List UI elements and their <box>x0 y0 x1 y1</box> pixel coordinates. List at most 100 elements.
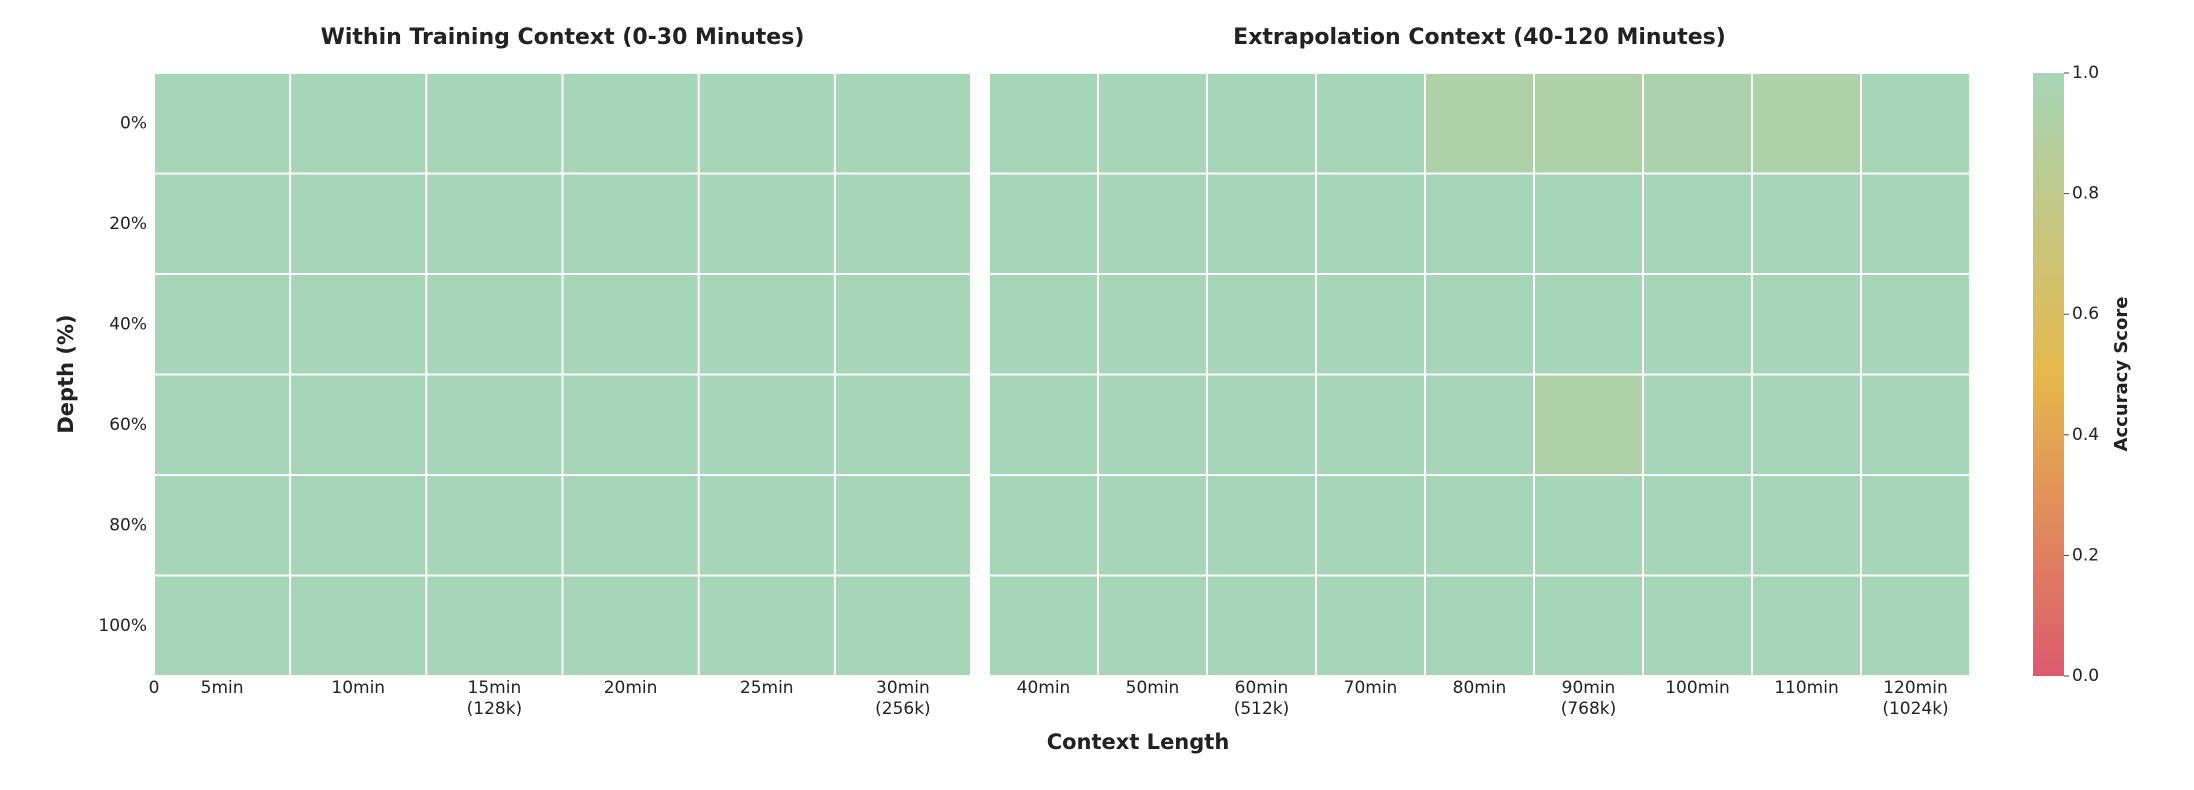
colorbar-tick-label: 0.4 <box>2072 425 2099 445</box>
heatmap-cell <box>1644 275 1751 374</box>
y-tick-label: 80% <box>109 515 147 535</box>
y-tick-label: 60% <box>109 415 147 435</box>
heatmap-cell <box>699 74 834 173</box>
colorbar-tick-label: 1.0 <box>2072 63 2099 83</box>
x-axis-label: Context Length <box>1047 730 1230 754</box>
heatmap-cell <box>427 476 562 575</box>
colorbar-tick-label: 0.6 <box>2072 304 2099 324</box>
x-tick-label: 50min <box>1125 678 1180 698</box>
heatmap-cell <box>427 375 562 474</box>
x-tick-label: 100min <box>1665 678 1730 698</box>
heatmap-cell <box>1208 74 1315 173</box>
heatmap-cell <box>291 576 426 675</box>
heatmap-cell <box>155 174 290 273</box>
heatmap-cell <box>699 375 834 474</box>
heatmap-cell <box>563 74 698 173</box>
x-tick-label: 5min <box>200 678 244 698</box>
heatmap-cell <box>155 476 290 575</box>
heatmap-cell <box>1317 174 1424 273</box>
heatmap-cell <box>1317 576 1424 675</box>
heatmap-cell <box>1535 174 1642 273</box>
heatmap-cell <box>1208 174 1315 273</box>
x-tick-label: 15min (128k) <box>466 678 523 719</box>
y-tick-label: 100% <box>98 616 147 636</box>
panel-title: Within Training Context (0-30 Minutes) <box>321 25 805 50</box>
heatmap-cell <box>1862 275 1969 374</box>
y-axis-label: Depth (%) <box>54 314 78 433</box>
x-tick-label: 25min <box>739 678 794 698</box>
heatmap-cell <box>1862 174 1969 273</box>
heatmap-cell <box>1862 476 1969 575</box>
x-tick-label: 10min <box>331 678 386 698</box>
heatmap-cell <box>1426 174 1533 273</box>
heatmap-cell <box>1426 476 1533 575</box>
heatmap-cell <box>1208 476 1315 575</box>
colorbar <box>2033 73 2064 676</box>
heatmap-cell <box>427 74 562 173</box>
colorbar-label: Accuracy Score <box>2111 297 2132 452</box>
x-tick-label: 40min <box>1016 678 1071 698</box>
x-tick-label: 110min <box>1774 678 1839 698</box>
heatmap-cell <box>563 375 698 474</box>
heatmap-cell <box>563 174 698 273</box>
x-tick-label: 30min (256k) <box>875 678 931 719</box>
heatmap-cell <box>990 476 1097 575</box>
colorbar-tick-label: 0.0 <box>2072 666 2099 686</box>
heatmap-cell <box>1753 74 1860 173</box>
heatmap-cell <box>1644 174 1751 273</box>
heatmap-cell <box>835 74 970 173</box>
heatmap-cell <box>1426 275 1533 374</box>
colorbar-tick-label: 0.2 <box>2072 545 2099 565</box>
heatmap-cell <box>1535 74 1642 173</box>
heatmap-cell <box>155 74 290 173</box>
x-tick-label: 20min <box>603 678 658 698</box>
heatmap-cell <box>835 174 970 273</box>
heatmap-cell <box>1862 74 1969 173</box>
panel-title: Extrapolation Context (40-120 Minutes) <box>1233 25 1726 50</box>
heatmap-cell <box>1753 275 1860 374</box>
y-tick-label: 0% <box>120 113 147 133</box>
heatmap-cell <box>1208 576 1315 675</box>
x-tick-label: 60min (512k) <box>1233 678 1290 719</box>
heatmap-cell <box>1208 375 1315 474</box>
heatmap-cell <box>1426 576 1533 675</box>
heatmap-cell <box>291 476 426 575</box>
heatmap-cell <box>699 275 834 374</box>
heatmap-cell <box>427 275 562 374</box>
heatmap-cell <box>1535 375 1642 474</box>
heatmap-cell <box>155 576 290 675</box>
heatmap-cell <box>1753 375 1860 474</box>
heatmap-cell <box>1317 74 1424 173</box>
heatmap-cell <box>291 174 426 273</box>
colorbar-tick-label: 0.8 <box>2072 184 2099 204</box>
heatmap-cell <box>1099 74 1206 173</box>
heatmap-cell <box>427 576 562 675</box>
heatmap-cell <box>1753 174 1860 273</box>
heatmap-cell <box>1644 375 1751 474</box>
y-tick-label: 40% <box>109 314 147 334</box>
heatmap-cell <box>1862 375 1969 474</box>
x-tick-label: 120min (1024k) <box>1882 678 1949 719</box>
heatmap-cell <box>1317 275 1424 374</box>
heatmap-cell <box>1753 576 1860 675</box>
heatmap-cell <box>1426 74 1533 173</box>
heatmap-cell <box>1317 375 1424 474</box>
heatmap-cell <box>1862 576 1969 675</box>
heatmap-cell <box>1535 476 1642 575</box>
heatmap-cell <box>835 275 970 374</box>
heatmap-cell <box>563 476 698 575</box>
heatmap-cell <box>990 375 1097 474</box>
heatmap-cell <box>990 74 1097 173</box>
heatmap-cell <box>1644 74 1751 173</box>
heatmap-cell <box>155 375 290 474</box>
heatmap-cell <box>835 375 970 474</box>
y-tick-label: 20% <box>109 214 147 234</box>
heatmap-cell <box>1099 275 1206 374</box>
heatmap-cell <box>563 576 698 675</box>
heatmap-cell <box>427 174 562 273</box>
heatmap-cell <box>1535 275 1642 374</box>
x-origin-label: 0 <box>148 678 160 698</box>
heatmap-cell <box>1753 476 1860 575</box>
heatmap-cell <box>563 275 698 374</box>
heatmap-cell <box>1426 375 1533 474</box>
